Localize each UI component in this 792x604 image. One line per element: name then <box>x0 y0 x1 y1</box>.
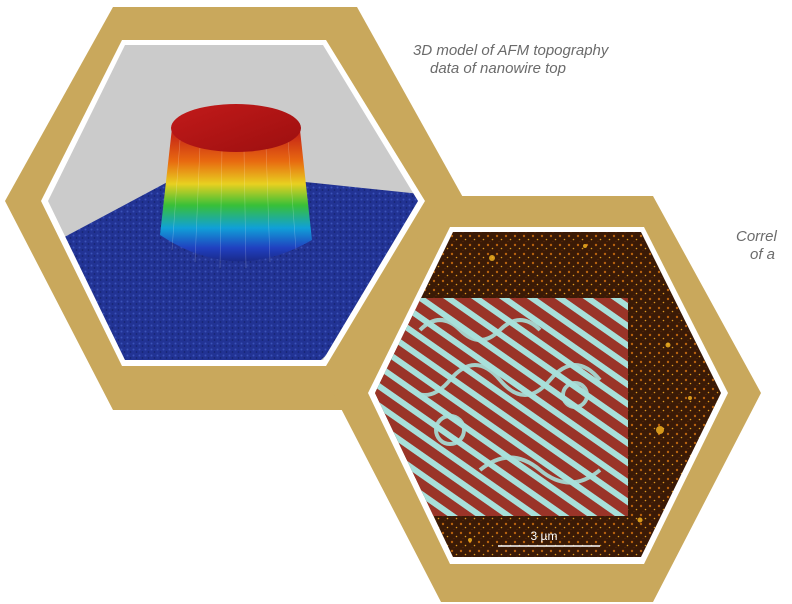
caption-correlated-line2: of a <box>750 246 776 263</box>
correlated-afm-image <box>375 232 721 557</box>
caption-afm-line1: 3D model of AFM topography <box>413 42 609 59</box>
caption-correlated-line1: Correl <box>736 228 777 245</box>
caption-afm-line2: data of nanowire top <box>430 60 566 77</box>
caption-correlated: Correl of a <box>736 228 777 264</box>
caption-afm-topography: 3D model of AFM topography data of nanow… <box>413 42 608 78</box>
scale-bar-label: 3 µm <box>530 529 558 543</box>
